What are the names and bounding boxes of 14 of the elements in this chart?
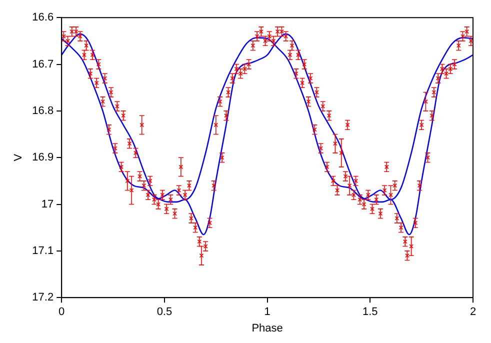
y-tick-label: 17 <box>41 198 54 210</box>
x-tick-label: 1.5 <box>362 306 378 318</box>
x-tick-label: 1 <box>264 306 270 318</box>
x-tick-label: 0.5 <box>156 306 172 318</box>
y-tick-label: 16.9 <box>32 152 54 164</box>
y-tick-label: 17.2 <box>32 292 54 304</box>
x-axis-title: Phase <box>252 322 283 334</box>
y-tick-label: 17.1 <box>32 244 54 257</box>
y-tick-label: 16.6 <box>32 12 54 24</box>
y-axis-title: V <box>12 153 25 162</box>
x-tick-label: 2 <box>470 306 476 318</box>
y-tick-label: 16.7 <box>32 58 54 70</box>
x-tick-label: 0 <box>58 306 65 318</box>
y-tick-label: 16.8 <box>32 104 54 117</box>
